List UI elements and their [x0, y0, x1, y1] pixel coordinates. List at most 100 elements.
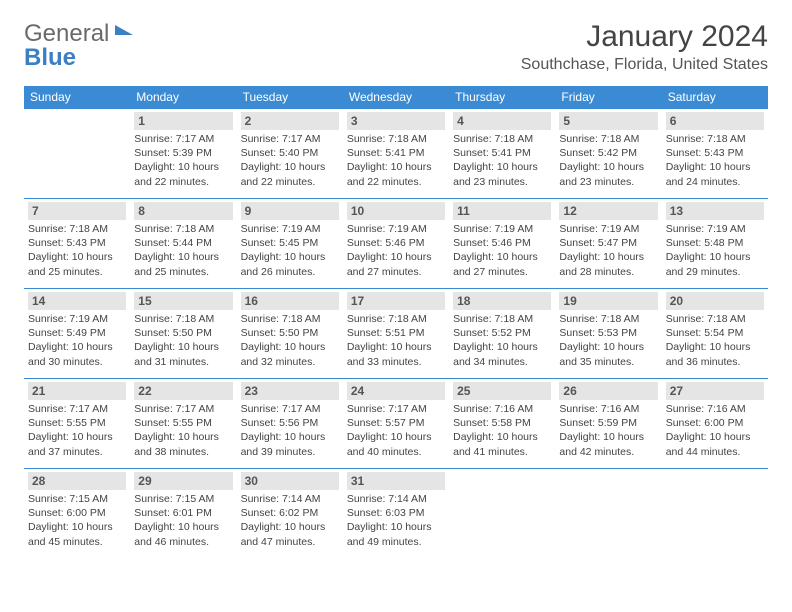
- month-title: January 2024: [521, 20, 768, 54]
- calendar-day-cell: 10Sunrise: 7:19 AMSunset: 5:46 PMDayligh…: [343, 199, 449, 289]
- location-text: Southchase, Florida, United States: [521, 56, 768, 74]
- calendar-day-cell: 16Sunrise: 7:18 AMSunset: 5:50 PMDayligh…: [237, 289, 343, 379]
- day-number: 7: [28, 202, 126, 220]
- sunrise-text: Sunrise: 7:18 AM: [134, 312, 232, 326]
- sunset-text: Sunset: 5:56 PM: [241, 416, 339, 430]
- calendar-day-cell: 29 Sunrise: 7:15 AMSunset: 6:01 PMDayligh…: [130, 469, 236, 559]
- sunset-text: Sunset: 6:03 PM: [347, 506, 445, 520]
- sunset-text: Sunset: 5:41 PM: [347, 146, 445, 160]
- logo-triangle-icon: [115, 25, 133, 35]
- calendar-day-cell: [662, 469, 768, 559]
- daylight-text: Daylight: 10 hours and 49 minutes.: [347, 520, 445, 548]
- sunrise-text: Sunrise: 7:18 AM: [241, 312, 339, 326]
- daylight-text: Daylight: 10 hours and 23 minutes.: [559, 160, 657, 188]
- sunrise-text: Sunrise: 7:18 AM: [28, 222, 126, 236]
- daylight-text: Daylight: 10 hours and 47 minutes.: [241, 520, 339, 548]
- daylight-text: Daylight: 10 hours and 22 minutes.: [241, 160, 339, 188]
- sunset-text: Sunset: 5:51 PM: [347, 326, 445, 340]
- calendar-body: 1Sunrise: 7:17 AMSunset: 5:39 PMDaylight…: [24, 109, 768, 559]
- calendar-week-row: 14Sunrise: 7:19 AMSunset: 5:49 PMDayligh…: [24, 289, 768, 379]
- day-number: 2: [241, 112, 339, 130]
- daylight-text: Daylight: 10 hours and 23 minutes.: [453, 160, 551, 188]
- calendar-day-cell: 24Sunrise: 7:17 AMSunset: 5:57 PMDayligh…: [343, 379, 449, 469]
- calendar-day-cell: 12Sunrise: 7:19 AMSunset: 5:47 PMDayligh…: [555, 199, 661, 289]
- weekday-header: Thursday: [449, 86, 555, 109]
- sunset-text: Sunset: 6:01 PM: [134, 506, 232, 520]
- sunset-text: Sunset: 5:43 PM: [666, 146, 764, 160]
- calendar-day-cell: 9Sunrise: 7:19 AMSunset: 5:45 PMDaylight…: [237, 199, 343, 289]
- day-info: Sunrise: 7:18 AMSunset: 5:41 PMDaylight:…: [453, 132, 551, 189]
- weekday-header: Tuesday: [237, 86, 343, 109]
- sunrise-text: Sunrise: 7:14 AM: [241, 492, 339, 506]
- day-number: 13: [666, 202, 764, 220]
- calendar-day-cell: 23Sunrise: 7:17 AMSunset: 5:56 PMDayligh…: [237, 379, 343, 469]
- sunset-text: Sunset: 5:47 PM: [559, 236, 657, 250]
- weekday-header: Saturday: [662, 86, 768, 109]
- daylight-text: Daylight: 10 hours and 27 minutes.: [453, 250, 551, 278]
- calendar-day-cell: 14Sunrise: 7:19 AMSunset: 5:49 PMDayligh…: [24, 289, 130, 379]
- sunset-text: Sunset: 5:43 PM: [28, 236, 126, 250]
- day-info: Sunrise: 7:18 AMSunset: 5:50 PMDaylight:…: [134, 312, 232, 369]
- calendar-day-cell: 19Sunrise: 7:18 AMSunset: 5:53 PMDayligh…: [555, 289, 661, 379]
- day-number: 5: [559, 112, 657, 130]
- sunset-text: Sunset: 5:46 PM: [347, 236, 445, 250]
- day-number: 14: [28, 292, 126, 310]
- sunset-text: Sunset: 5:53 PM: [559, 326, 657, 340]
- day-info: Sunrise: 7:18 AMSunset: 5:51 PMDaylight:…: [347, 312, 445, 369]
- day-info: Sunrise: 7:17 AMSunset: 5:56 PMDaylight:…: [241, 402, 339, 459]
- calendar-day-cell: [449, 469, 555, 559]
- sunrise-text: Sunrise: 7:17 AM: [28, 402, 126, 416]
- weekday-header: Friday: [555, 86, 661, 109]
- day-info: Sunrise: 7:18 AMSunset: 5:43 PMDaylight:…: [666, 132, 764, 189]
- weekday-header-row: Sunday Monday Tuesday Wednesday Thursday…: [24, 86, 768, 109]
- sunrise-text: Sunrise: 7:18 AM: [666, 312, 764, 326]
- sunrise-text: Sunrise: 7:18 AM: [453, 132, 551, 146]
- weekday-header: Wednesday: [343, 86, 449, 109]
- sunrise-text: Sunrise: 7:18 AM: [453, 312, 551, 326]
- daylight-text: Daylight: 10 hours and 31 minutes.: [134, 340, 232, 368]
- calendar-day-cell: 25Sunrise: 7:16 AMSunset: 5:58 PMDayligh…: [449, 379, 555, 469]
- calendar-day-cell: 21Sunrise: 7:17 AMSunset: 5:55 PMDayligh…: [24, 379, 130, 469]
- day-number: 27: [666, 382, 764, 400]
- daylight-text: Daylight: 10 hours and 29 minutes.: [666, 250, 764, 278]
- calendar-day-cell: 2 Sunrise: 7:17 AMSunset: 5:40 PMDaylight…: [237, 109, 343, 199]
- sunrise-text: Sunrise: 7:17 AM: [347, 402, 445, 416]
- brand-part2: Blue: [24, 44, 76, 72]
- day-info: Sunrise: 7:17 AMSunset: 5:40 PMDaylight:…: [241, 132, 339, 189]
- sunset-text: Sunset: 5:41 PM: [453, 146, 551, 160]
- day-info: Sunrise: 7:18 AMSunset: 5:54 PMDaylight:…: [666, 312, 764, 369]
- calendar-day-cell: 26Sunrise: 7:16 AMSunset: 5:59 PMDayligh…: [555, 379, 661, 469]
- daylight-text: Daylight: 10 hours and 25 minutes.: [134, 250, 232, 278]
- day-number: 25: [453, 382, 551, 400]
- title-block: January 2024 Southchase, Florida, United…: [521, 20, 768, 74]
- day-number: 20: [666, 292, 764, 310]
- daylight-text: Daylight: 10 hours and 46 minutes.: [134, 520, 232, 548]
- day-info: Sunrise: 7:18 AMSunset: 5:52 PMDaylight:…: [453, 312, 551, 369]
- day-info: Sunrise: 7:19 AMSunset: 5:47 PMDaylight:…: [559, 222, 657, 279]
- calendar-day-cell: 17Sunrise: 7:18 AMSunset: 5:51 PMDayligh…: [343, 289, 449, 379]
- calendar-day-cell: 6Sunrise: 7:18 AMSunset: 5:43 PMDaylight…: [662, 109, 768, 199]
- day-number: 26: [559, 382, 657, 400]
- day-info: Sunrise: 7:17 AMSunset: 5:55 PMDaylight:…: [134, 402, 232, 459]
- daylight-text: Daylight: 10 hours and 22 minutes.: [347, 160, 445, 188]
- day-info: Sunrise: 7:16 AMSunset: 6:00 PMDaylight:…: [666, 402, 764, 459]
- daylight-text: Daylight: 10 hours and 41 minutes.: [453, 430, 551, 458]
- day-number: 29: [134, 472, 232, 490]
- day-number: 19: [559, 292, 657, 310]
- day-info: Sunrise: 7:15 AMSunset: 6:01 PMDaylight:…: [134, 492, 232, 549]
- sunset-text: Sunset: 5:52 PM: [453, 326, 551, 340]
- calendar-day-cell: 4Sunrise: 7:18 AMSunset: 5:41 PMDaylight…: [449, 109, 555, 199]
- sunrise-text: Sunrise: 7:15 AM: [28, 492, 126, 506]
- sunset-text: Sunset: 5:48 PM: [666, 236, 764, 250]
- daylight-text: Daylight: 10 hours and 25 minutes.: [28, 250, 126, 278]
- sunset-text: Sunset: 5:40 PM: [241, 146, 339, 160]
- daylight-text: Daylight: 10 hours and 22 minutes.: [134, 160, 232, 188]
- calendar-day-cell: 20 Sunrise: 7:18 AMSunset: 5:54 PMDayligh…: [662, 289, 768, 379]
- sunrise-text: Sunrise: 7:19 AM: [347, 222, 445, 236]
- sunset-text: Sunset: 6:02 PM: [241, 506, 339, 520]
- day-number: 21: [28, 382, 126, 400]
- daylight-text: Daylight: 10 hours and 26 minutes.: [241, 250, 339, 278]
- sunrise-text: Sunrise: 7:18 AM: [559, 132, 657, 146]
- daylight-text: Daylight: 10 hours and 36 minutes.: [666, 340, 764, 368]
- day-number: 3: [347, 112, 445, 130]
